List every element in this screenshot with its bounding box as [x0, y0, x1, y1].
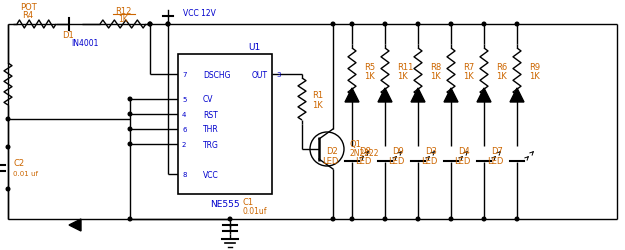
- Text: R1: R1: [312, 90, 323, 99]
- Text: 4: 4: [182, 112, 186, 117]
- Circle shape: [383, 23, 387, 27]
- Text: 2N2222: 2N2222: [349, 149, 379, 158]
- Polygon shape: [510, 89, 524, 102]
- Circle shape: [166, 23, 170, 27]
- Text: D1: D1: [62, 30, 74, 39]
- Text: R9: R9: [529, 63, 540, 72]
- Polygon shape: [378, 89, 392, 102]
- Text: 1K: 1K: [118, 16, 128, 24]
- Text: 1K: 1K: [397, 72, 408, 81]
- Text: C2: C2: [13, 159, 24, 168]
- Text: R4: R4: [22, 10, 34, 20]
- Circle shape: [449, 23, 452, 27]
- Text: D4: D4: [458, 146, 470, 155]
- Text: OUT: OUT: [252, 70, 268, 79]
- Circle shape: [383, 217, 387, 221]
- Circle shape: [482, 23, 486, 27]
- Circle shape: [416, 23, 420, 27]
- Text: 3: 3: [276, 72, 281, 78]
- Circle shape: [128, 143, 132, 146]
- Text: 1K: 1K: [463, 72, 474, 81]
- Circle shape: [331, 23, 335, 27]
- Circle shape: [228, 217, 232, 221]
- Circle shape: [449, 217, 452, 221]
- Circle shape: [166, 23, 170, 27]
- Text: 1K: 1K: [529, 72, 540, 81]
- Polygon shape: [444, 89, 458, 102]
- Text: LED: LED: [487, 156, 503, 165]
- Text: 6: 6: [182, 126, 186, 132]
- Text: CV: CV: [203, 95, 214, 104]
- Circle shape: [350, 23, 354, 27]
- Text: 0.01uf: 0.01uf: [242, 207, 266, 216]
- Polygon shape: [477, 89, 491, 102]
- Text: TRG: TRG: [203, 140, 219, 149]
- Text: 5: 5: [182, 96, 186, 102]
- Circle shape: [6, 118, 10, 121]
- Text: LED: LED: [388, 156, 404, 165]
- Circle shape: [148, 23, 152, 27]
- Bar: [178, 55, 272, 194]
- Text: R8: R8: [430, 63, 441, 72]
- Text: VCC 12V: VCC 12V: [183, 8, 216, 18]
- Text: R11: R11: [397, 63, 413, 72]
- Circle shape: [128, 98, 132, 102]
- Text: VCC: VCC: [203, 170, 219, 179]
- Text: LED: LED: [354, 156, 371, 165]
- Circle shape: [6, 188, 10, 191]
- Circle shape: [148, 23, 152, 27]
- Text: 1K: 1K: [312, 100, 322, 109]
- Circle shape: [515, 23, 519, 27]
- Text: THR: THR: [203, 125, 219, 134]
- Circle shape: [416, 217, 420, 221]
- Text: IN4001: IN4001: [71, 38, 99, 47]
- Text: LED: LED: [454, 156, 470, 165]
- Text: 1K: 1K: [364, 72, 375, 81]
- Text: D3: D3: [425, 146, 437, 155]
- Text: Q1: Q1: [349, 139, 361, 148]
- Text: 7: 7: [182, 72, 186, 78]
- Circle shape: [350, 217, 354, 221]
- Text: R7: R7: [463, 63, 474, 72]
- Text: R6: R6: [496, 63, 508, 72]
- Polygon shape: [411, 89, 425, 102]
- Text: R5: R5: [364, 63, 375, 72]
- Polygon shape: [69, 219, 81, 231]
- Text: POT: POT: [19, 2, 36, 12]
- Text: D9: D9: [392, 146, 404, 155]
- Text: 1K: 1K: [496, 72, 507, 81]
- Text: 0.01 uf: 0.01 uf: [13, 170, 38, 176]
- Text: D8: D8: [359, 146, 371, 155]
- Text: D7: D7: [491, 146, 503, 155]
- Text: D2: D2: [326, 146, 338, 155]
- Circle shape: [331, 217, 335, 221]
- Text: LED: LED: [322, 156, 338, 165]
- Circle shape: [128, 128, 132, 131]
- Polygon shape: [345, 89, 359, 102]
- Text: NE555: NE555: [210, 200, 240, 209]
- Text: 2: 2: [182, 142, 186, 148]
- Text: LED: LED: [421, 156, 437, 165]
- Text: U1: U1: [248, 42, 260, 51]
- Text: 8: 8: [182, 171, 186, 177]
- Text: RST: RST: [203, 110, 217, 119]
- Circle shape: [128, 113, 132, 116]
- Circle shape: [6, 146, 10, 149]
- Text: C1: C1: [242, 198, 253, 207]
- Circle shape: [128, 217, 132, 221]
- Text: DSCHG: DSCHG: [203, 70, 231, 79]
- Circle shape: [482, 217, 486, 221]
- Text: 1K: 1K: [430, 72, 441, 81]
- Circle shape: [515, 217, 519, 221]
- Text: R12: R12: [115, 6, 131, 16]
